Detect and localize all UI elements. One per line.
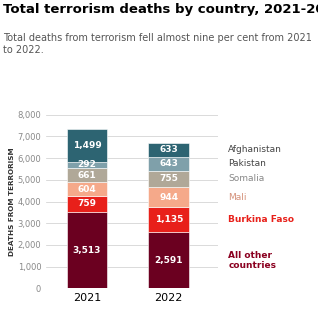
- Bar: [66, 168, 107, 183]
- Text: 3,513: 3,513: [73, 246, 101, 255]
- Bar: [148, 207, 189, 232]
- Bar: [66, 183, 107, 196]
- Text: Total terrorism deaths by country, 2021-2022: Total terrorism deaths by country, 2021-…: [3, 3, 318, 16]
- Bar: [66, 162, 107, 168]
- Bar: [66, 212, 107, 288]
- Text: 604: 604: [78, 184, 96, 193]
- Text: Burkina Faso: Burkina Faso: [228, 215, 294, 224]
- Text: 944: 944: [159, 193, 178, 202]
- Text: Mali: Mali: [228, 193, 247, 202]
- Text: 1,135: 1,135: [155, 215, 183, 224]
- Bar: [148, 187, 189, 207]
- Bar: [66, 196, 107, 212]
- Text: 1,499: 1,499: [73, 141, 101, 150]
- Text: Somalia: Somalia: [228, 174, 264, 183]
- Text: Pakistan: Pakistan: [228, 159, 266, 168]
- Bar: [66, 129, 107, 162]
- Bar: [148, 170, 189, 187]
- Bar: [148, 232, 189, 288]
- Text: 292: 292: [78, 161, 96, 170]
- Text: Total deaths from terrorism fell almost nine per cent from 2021
to 2022.: Total deaths from terrorism fell almost …: [3, 33, 312, 55]
- Y-axis label: DEATHS FROM TERRORISM: DEATHS FROM TERRORISM: [9, 147, 15, 256]
- Text: Afghanistan: Afghanistan: [228, 145, 282, 154]
- Text: 2,591: 2,591: [155, 256, 183, 265]
- Text: 633: 633: [159, 145, 178, 154]
- Bar: [148, 157, 189, 171]
- Text: 759: 759: [78, 199, 96, 208]
- Text: 643: 643: [159, 159, 178, 168]
- Text: All other
countries: All other countries: [228, 251, 276, 269]
- Text: 661: 661: [78, 171, 96, 180]
- Bar: [148, 143, 189, 157]
- Text: 755: 755: [159, 174, 178, 183]
